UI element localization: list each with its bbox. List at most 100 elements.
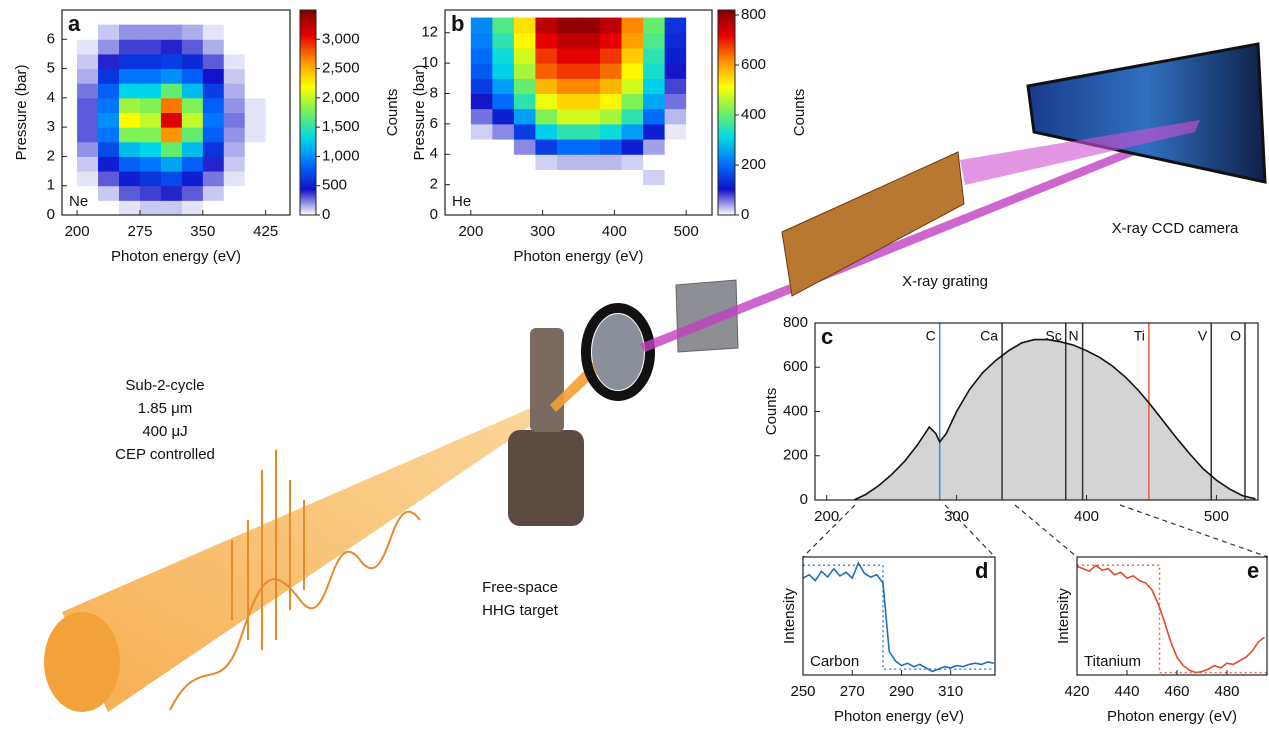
heat-cell xyxy=(535,154,558,170)
heat-cell xyxy=(600,17,623,34)
heat-cell xyxy=(265,24,288,40)
heat-cell xyxy=(621,93,644,110)
heat-cell xyxy=(513,154,536,170)
heat-cell xyxy=(98,200,120,215)
heat-cell xyxy=(535,123,558,140)
heat-cell xyxy=(265,200,288,215)
heat-cell xyxy=(181,156,204,172)
heat-cell xyxy=(470,123,493,140)
colorbar-tick-label: 3,000 xyxy=(322,30,360,47)
heat-cell xyxy=(265,68,288,84)
heat-cell xyxy=(223,39,246,55)
x-tick-label: 290 xyxy=(889,683,914,700)
heat-cell xyxy=(578,78,601,95)
panel-annotation: He xyxy=(452,193,471,210)
heat-cell xyxy=(600,47,623,64)
x-tick-label: 200 xyxy=(65,223,90,240)
panel-label: c xyxy=(821,324,833,349)
heat-cell xyxy=(181,97,204,113)
heat-cell xyxy=(265,83,288,99)
heat-cell xyxy=(77,83,99,99)
y-tick-label: 8 xyxy=(430,84,438,101)
heat-cell xyxy=(600,63,623,79)
heat-cell xyxy=(119,200,141,215)
laser-label: 400 μJ xyxy=(142,423,187,440)
x-tick-label: 310 xyxy=(938,683,963,700)
heat-cell xyxy=(492,169,515,186)
heat-cell xyxy=(160,171,183,187)
heat-cell xyxy=(160,24,183,40)
heat-cell xyxy=(160,83,183,99)
y-tick-label: 2 xyxy=(430,176,438,193)
heat-cell xyxy=(139,127,162,143)
heat-cell xyxy=(600,123,623,140)
heat-cell xyxy=(202,68,225,84)
y-tick-label: 0 xyxy=(800,491,808,508)
heat-cell xyxy=(492,184,515,201)
heat-cell xyxy=(77,97,99,113)
heat-cell xyxy=(556,47,579,64)
y-tick-label: 800 xyxy=(783,314,808,331)
heat-cell xyxy=(621,154,644,170)
panel-annotation: Carbon xyxy=(810,653,859,670)
heat-cell xyxy=(160,68,183,84)
plot-area xyxy=(853,323,1256,500)
heat-cell xyxy=(470,17,493,34)
heat-cell xyxy=(686,184,709,201)
heat-cell xyxy=(244,200,267,215)
heat-cell xyxy=(535,17,558,34)
heat-cell xyxy=(160,39,183,55)
heat-cell xyxy=(449,154,472,170)
heat-cell xyxy=(643,184,666,201)
heat-cell xyxy=(119,127,141,143)
y-tick-label: 5 xyxy=(47,60,55,77)
panel-label: b xyxy=(451,11,464,36)
heat-cell xyxy=(77,68,99,84)
x-tick-label: 480 xyxy=(1214,683,1239,700)
heat-cell xyxy=(202,185,225,201)
heat-cell xyxy=(664,184,687,201)
heat-cell xyxy=(160,185,183,201)
heat-cell xyxy=(664,32,687,49)
heat-cell xyxy=(98,39,120,55)
panel-annotation: Ne xyxy=(69,193,88,210)
colorbar-tick-label: 2,000 xyxy=(322,89,360,106)
heat-cell xyxy=(223,200,246,215)
colorbar-tick-label: 500 xyxy=(322,177,347,194)
heat-cell xyxy=(578,108,601,125)
heat-cell xyxy=(181,141,204,157)
heat-cell xyxy=(492,17,515,34)
x-tick-label: 400 xyxy=(1074,508,1099,525)
heat-cell xyxy=(492,47,515,64)
heat-cell xyxy=(139,97,162,113)
x-tick-label: 200 xyxy=(814,508,839,525)
heat-cell xyxy=(181,83,204,99)
heat-cell xyxy=(449,184,472,201)
heat-cell xyxy=(600,139,623,155)
colorbar xyxy=(299,9,317,216)
heat-cell xyxy=(449,123,472,140)
heat-cell xyxy=(139,112,162,128)
y-tick-label: 0 xyxy=(430,206,438,223)
heat-cell xyxy=(265,141,288,157)
x-tick-label: 300 xyxy=(944,508,969,525)
heat-cell xyxy=(643,199,666,215)
heat-cell xyxy=(578,199,601,215)
heat-cell xyxy=(119,68,141,84)
y-axis-label: Pressure (bar) xyxy=(411,65,428,161)
heat-cell xyxy=(664,47,687,64)
colorbar-tick-label: 200 xyxy=(741,156,766,173)
y-axis-label: Counts xyxy=(763,388,780,436)
heat-cell xyxy=(470,47,493,64)
heat-cell xyxy=(513,199,536,215)
heat-cell xyxy=(664,169,687,186)
edge-label: Sc xyxy=(1045,328,1061,344)
heat-cell xyxy=(686,93,709,110)
heat-cell xyxy=(492,199,515,215)
y-tick-label: 4 xyxy=(47,89,55,106)
heat-cell xyxy=(600,199,623,215)
heat-cell xyxy=(643,63,666,79)
heat-cell xyxy=(265,127,288,143)
heat-cell xyxy=(265,39,288,55)
camera-label: X-ray CCD camera xyxy=(1112,220,1239,237)
